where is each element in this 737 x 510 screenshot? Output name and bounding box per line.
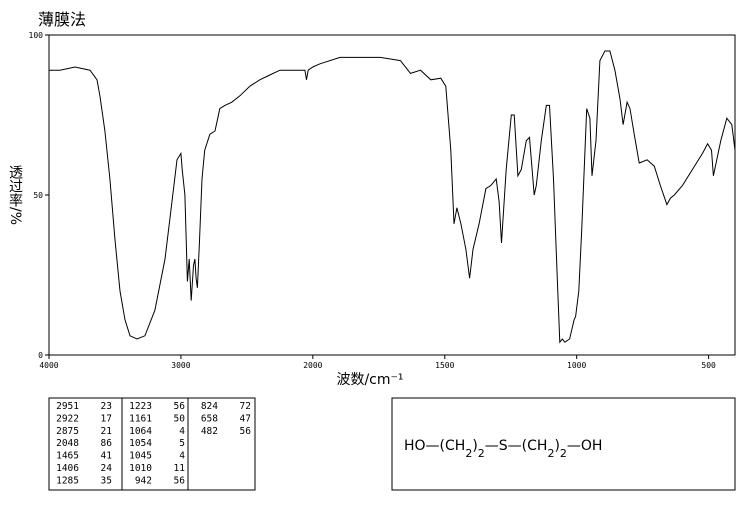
peak-wavenumber: 2922 [56,413,79,424]
formula-subscript: 2 [560,447,567,460]
peak-transmittance: 23 [101,401,112,412]
peak-wavenumber: 482 [201,426,218,437]
peak-wavenumber: 658 [201,413,218,424]
y-tick-label: 100 [29,31,44,40]
formula-text: —OH [567,438,603,454]
x-axis-label: 波数/cm⁻¹ [336,372,403,388]
peak-transmittance: 56 [240,426,252,437]
peak-transmittance: 5 [179,438,185,449]
peak-wavenumber: 2048 [56,438,79,449]
peak-wavenumber: 1465 [56,451,79,462]
x-tick-label: 4000 [39,361,58,370]
peak-transmittance: 47 [240,413,251,424]
formula-frame [391,397,736,491]
peak-wavenumber: 1054 [129,438,152,449]
peak-wavenumber: 1064 [129,426,152,437]
peak-wavenumber: 1223 [129,401,152,412]
x-tick-label: 1000 [567,361,586,370]
peak-wavenumber: 1406 [56,463,79,474]
x-tick-label: 3000 [171,361,190,370]
peak-wavenumber: 1285 [56,475,79,486]
peak-transmittance: 41 [101,451,113,462]
formula-subscript: 2 [478,447,485,460]
peak-table-frame [48,397,256,491]
peak-transmittance: 4 [179,451,185,462]
peak-wavenumber: 824 [201,401,218,412]
peak-transmittance: 72 [240,401,251,412]
formula-text: —S—(CH [485,438,548,454]
formula-text: ) [472,438,477,454]
formula-subscript: 2 [547,447,554,460]
y-tick-label: 0 [38,351,43,360]
spectrum-line [49,50,736,344]
structure-formula: HO—(CH2)2—S—(CH2)2—OH [404,438,602,460]
plot-frame [48,34,736,356]
peak-transmittance: 56 [174,401,186,412]
x-tick-label: 1500 [435,361,454,370]
peak-wavenumber: 1161 [129,413,152,424]
peak-wavenumber: 2951 [56,401,79,412]
peak-transmittance: 4 [179,426,185,437]
peak-wavenumber: 942 [135,475,152,486]
peak-transmittance: 50 [174,413,186,424]
x-tick-label: 500 [701,361,716,370]
x-tick-label: 2000 [303,361,322,370]
formula-text: HO—(CH [404,438,465,454]
peak-transmittance: 21 [101,426,113,437]
formula-text: ) [554,438,559,454]
peak-transmittance: 17 [101,413,112,424]
peak-wavenumber: 2875 [56,426,79,437]
y-axis-label: 透过率/% [7,165,23,225]
peak-transmittance: 56 [174,475,186,486]
formula-subscript: 2 [465,447,472,460]
peak-transmittance: 11 [174,463,186,474]
peak-transmittance: 86 [101,438,113,449]
y-tick-label: 50 [33,191,43,200]
chart-title: 薄膜法 [38,10,86,29]
peak-transmittance: 35 [101,475,112,486]
peak-wavenumber: 1010 [129,463,152,474]
peak-transmittance: 24 [101,463,113,474]
peak-wavenumber: 1045 [129,451,152,462]
